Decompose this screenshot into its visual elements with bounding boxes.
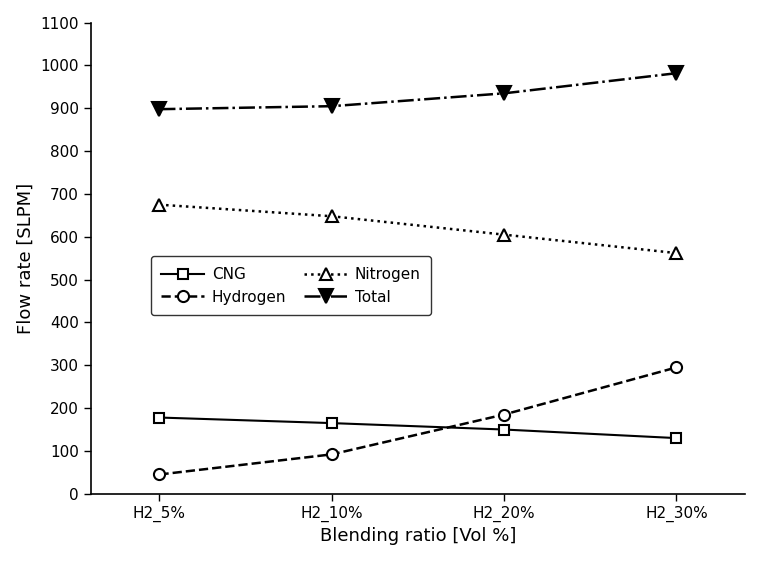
Nitrogen [155, 201, 164, 208]
CNG [500, 426, 509, 433]
Line: Nitrogen: Nitrogen [153, 198, 683, 259]
CNG [155, 414, 164, 421]
Total [155, 106, 164, 112]
Hydrogen [672, 364, 681, 371]
Total [327, 103, 336, 110]
Total [672, 70, 681, 76]
X-axis label: Blending ratio [Vol %]: Blending ratio [Vol %] [320, 527, 516, 545]
Y-axis label: Flow rate [SLPM]: Flow rate [SLPM] [17, 183, 34, 334]
Line: Hydrogen: Hydrogen [154, 362, 682, 480]
Hydrogen [500, 411, 509, 418]
Legend: CNG, Hydrogen, Nitrogen, Total: CNG, Hydrogen, Nitrogen, Total [151, 256, 431, 315]
Line: CNG: CNG [155, 413, 681, 443]
Total [500, 90, 509, 97]
Line: Total: Total [152, 66, 684, 116]
CNG [672, 435, 681, 442]
Nitrogen [672, 250, 681, 256]
Nitrogen [327, 213, 336, 220]
Hydrogen [155, 471, 164, 478]
CNG [327, 420, 336, 427]
Nitrogen [500, 232, 509, 238]
Hydrogen [327, 451, 336, 457]
